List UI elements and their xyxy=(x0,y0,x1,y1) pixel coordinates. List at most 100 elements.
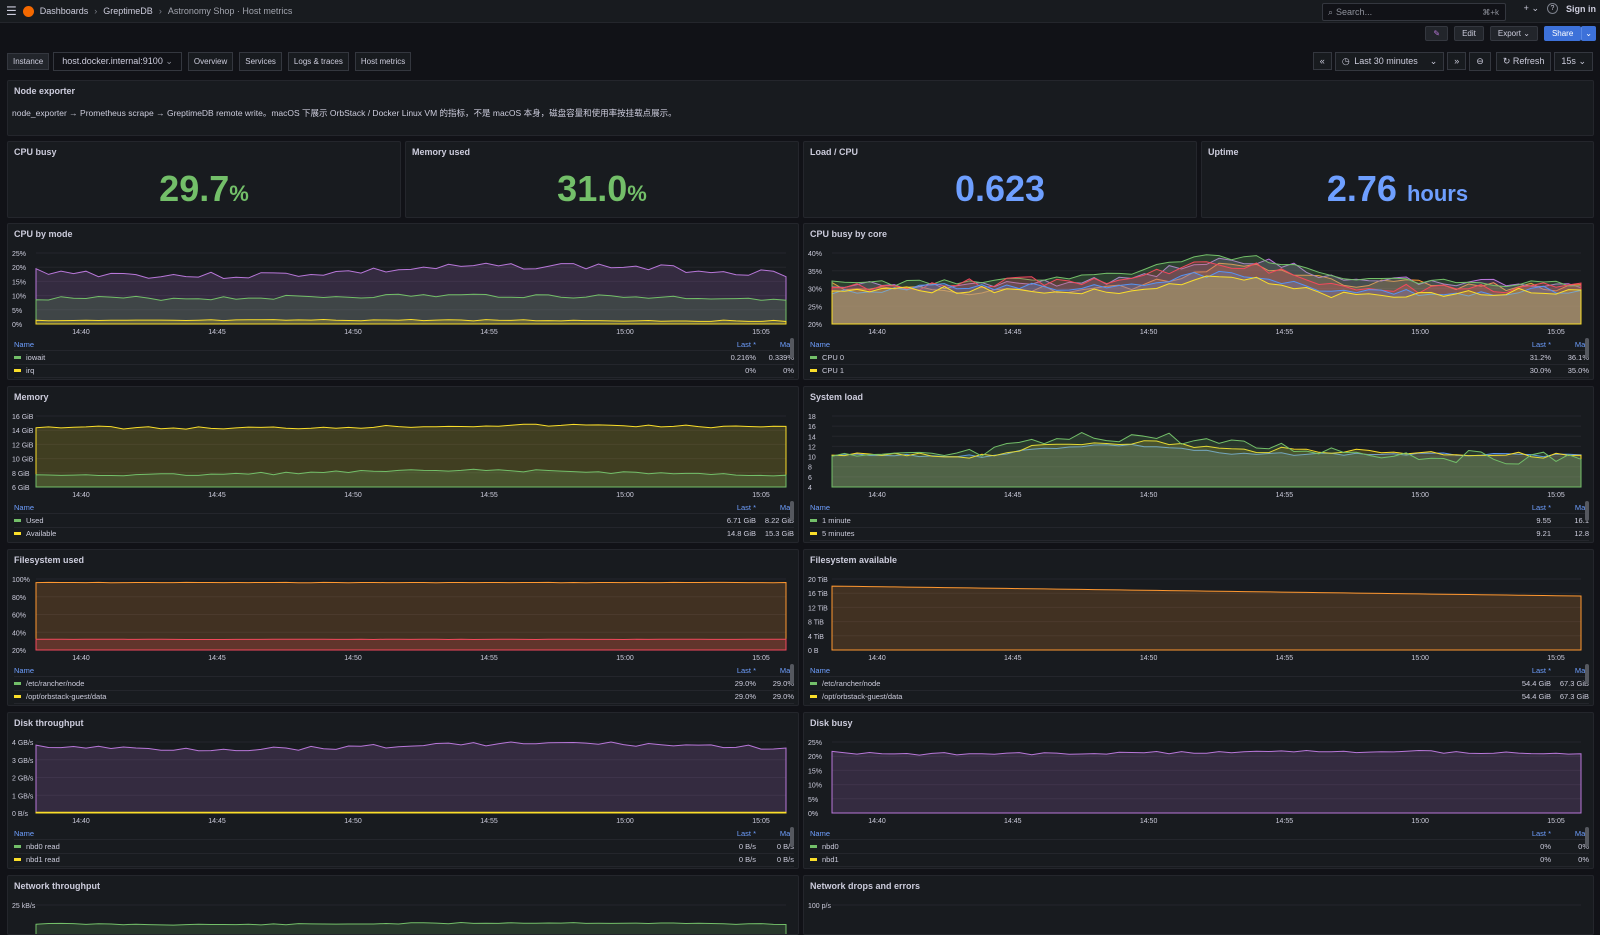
legend-series-name[interactable]: nbd0 xyxy=(810,842,1501,851)
legend-header-name[interactable]: Name xyxy=(810,340,1501,349)
legend-row[interactable]: /var/lib/cni29.0%29.0% xyxy=(14,703,794,706)
legend-series-name[interactable]: irq xyxy=(14,366,706,375)
legend-header-last[interactable]: Last * xyxy=(1501,666,1551,675)
refresh-interval-picker[interactable]: 15s ⌄ xyxy=(1554,52,1593,71)
legend-series-name[interactable]: 1 minute xyxy=(810,516,1501,525)
grafana-logo-icon[interactable] xyxy=(23,6,34,17)
search-input[interactable]: ⌕ Search... ⌘+k xyxy=(1322,3,1506,21)
link-services[interactable]: Services xyxy=(239,52,282,71)
legend-series-name[interactable]: Used xyxy=(14,516,706,525)
legend-series-name[interactable]: nbd0 read xyxy=(14,842,706,851)
link-host-metrics[interactable]: Host metrics xyxy=(355,52,411,71)
legend-header-name[interactable]: Name xyxy=(810,503,1501,512)
sign-in-link[interactable]: Sign in xyxy=(1566,4,1596,14)
help-button[interactable]: ? xyxy=(1547,3,1558,14)
legend-header-max[interactable]: Max xyxy=(1551,503,1589,512)
stat-panel-uptime[interactable]: Uptime 2.76 hours xyxy=(1201,141,1594,218)
legend-header-max[interactable]: Max xyxy=(756,666,794,675)
legend-header-last[interactable]: Last * xyxy=(1501,340,1551,349)
legend-series-name[interactable]: Available xyxy=(14,529,706,538)
legend-series-name[interactable]: /opt/orbstack-guest/data xyxy=(810,692,1501,701)
legend-header-max[interactable]: Max xyxy=(756,503,794,512)
legend-header-name[interactable]: Name xyxy=(810,829,1501,838)
legend-header-name[interactable]: Name xyxy=(14,829,706,838)
legend-header-name[interactable]: Name xyxy=(14,666,706,675)
edit-button[interactable]: Edit xyxy=(1454,26,1484,41)
stat-panel-memory-used[interactable]: Memory used 31.0% xyxy=(405,141,799,218)
legend-header-max[interactable]: Max xyxy=(1551,829,1589,838)
share-button[interactable]: Share xyxy=(1544,26,1581,41)
legend-row[interactable]: nice0.0186%0.0340% xyxy=(14,377,794,380)
legend-scrollbar[interactable] xyxy=(1585,501,1589,521)
share-dropdown-button[interactable]: ⌄ xyxy=(1581,26,1596,41)
link-overview[interactable]: Overview xyxy=(188,52,233,71)
legend-scrollbar[interactable] xyxy=(1585,664,1589,684)
legend-scrollbar[interactable] xyxy=(1585,338,1589,358)
legend-header-max[interactable]: Max xyxy=(756,340,794,349)
stat-panel-cpu-busy[interactable]: CPU busy 29.7% xyxy=(7,141,401,218)
chart-plot[interactable]: 25 kB/s20 kB/s xyxy=(8,876,799,935)
export-button[interactable]: Export ⌄ xyxy=(1490,26,1538,41)
time-shift-forward-button[interactable]: » xyxy=(1447,52,1466,70)
legend-series-name[interactable]: /etc/rancher/node xyxy=(810,679,1501,688)
time-shift-back-button[interactable]: « xyxy=(1313,52,1332,70)
legend-series-name[interactable]: nbd1 xyxy=(810,855,1501,864)
legend-series-name[interactable]: /etc/rancher/node xyxy=(14,679,706,688)
legend-header-last[interactable]: Last * xyxy=(706,340,756,349)
add-button[interactable]: + ⌄ xyxy=(1524,3,1539,14)
legend-scrollbar[interactable] xyxy=(790,338,794,358)
refresh-button[interactable]: ↻ Refresh xyxy=(1496,52,1552,71)
breadcrumb-folder[interactable]: GreptimeDB xyxy=(103,6,153,16)
instance-variable-select[interactable]: host.docker.internal:9100 ⌄ xyxy=(53,52,182,71)
legend-header-last[interactable]: Last * xyxy=(706,503,756,512)
zoom-out-button[interactable]: ⊖ xyxy=(1469,52,1491,71)
chart-plot[interactable]: 100 p/s80 p/s xyxy=(804,876,1594,935)
legend-header-last[interactable]: Last * xyxy=(706,829,756,838)
legend-series-name[interactable]: iowait xyxy=(14,353,706,362)
legend-header-last[interactable]: Last * xyxy=(1501,503,1551,512)
legend-header-max[interactable]: Max xyxy=(1551,340,1589,349)
pencil-icon-button[interactable]: ✎ xyxy=(1425,26,1448,41)
legend-series-name[interactable]: CPU 1 xyxy=(810,366,1501,375)
legend-header-name[interactable]: Name xyxy=(14,340,706,349)
time-range-picker[interactable]: ◷ Last 30 minutes⌄ xyxy=(1335,52,1444,71)
legend-scrollbar[interactable] xyxy=(790,501,794,521)
legend-row[interactable]: nbd20%0% xyxy=(810,866,1589,869)
link-logs-traces[interactable]: Logs & traces xyxy=(288,52,349,71)
legend-row[interactable]: CPU 1027.2%30.8% xyxy=(810,377,1589,380)
legend-scrollbar[interactable] xyxy=(790,664,794,684)
legend-series-name[interactable]: nbd1 read xyxy=(14,855,706,864)
legend-scrollbar[interactable] xyxy=(790,827,794,847)
stat-panel-load-per-cpu[interactable]: Load / CPU 0.623 xyxy=(803,141,1197,218)
legend-header-last[interactable]: Last * xyxy=(1501,829,1551,838)
legend-header-max[interactable]: Max xyxy=(1551,666,1589,675)
